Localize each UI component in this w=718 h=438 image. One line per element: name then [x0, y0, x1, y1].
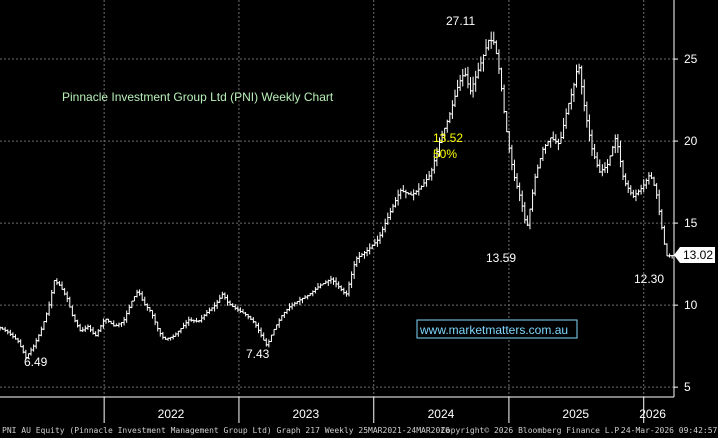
annotation-low-2026: 12.30	[634, 272, 664, 286]
x-tick-label: 2022	[158, 407, 185, 421]
chart-title: Pinnacle Investment Group Ltd (PNI) Week…	[62, 90, 334, 104]
x-tick-label: 2025	[562, 407, 589, 421]
footer-timestamp: 24-Mar-2026 09:42:57	[621, 426, 718, 435]
footer-copyright: Copyright© 2026 Bloomberg Finance L.P.	[441, 426, 625, 435]
annotation-fib-price: 13.52	[433, 131, 463, 145]
annotation-high: 27.11	[446, 14, 475, 28]
y-tick-label: 15	[684, 216, 698, 230]
watermark-text: www.marketmatters.com.au	[419, 323, 568, 337]
x-tick-label: 2024	[428, 407, 455, 421]
annotation-low-2025: 13.59	[486, 251, 516, 265]
price-bars	[0, 31, 675, 360]
y-tick-label: 20	[684, 134, 698, 148]
x-tick-label: 2023	[292, 407, 319, 421]
footer-bar: PNI AU Equity (Pinnacle Investment Manag…	[0, 423, 718, 438]
annotation-group: 27.11 13.52 50% 13.59 12.30 6.49 7.43	[24, 14, 664, 369]
last-price-label: 13.02	[683, 248, 713, 262]
x-tick-label: 2026	[639, 407, 666, 421]
watermark: www.marketmatters.com.au	[416, 319, 578, 339]
annotation-low-2023: 7.43	[246, 347, 270, 361]
last-price-box	[674, 247, 715, 263]
gridlines	[0, 0, 674, 397]
watermark-box	[416, 319, 578, 339]
y-tick-label: 25	[684, 52, 698, 66]
last-price-marker: 13.02	[674, 247, 715, 263]
y-tick-label: 10	[684, 298, 698, 312]
y-tick-label: 5	[684, 380, 691, 394]
annotation-low-2021: 6.49	[24, 355, 48, 369]
footer-security-info: PNI AU Equity (Pinnacle Investment Manag…	[2, 426, 450, 435]
chart-background	[0, 0, 718, 423]
annotation-fib-pct: 50%	[433, 147, 457, 161]
